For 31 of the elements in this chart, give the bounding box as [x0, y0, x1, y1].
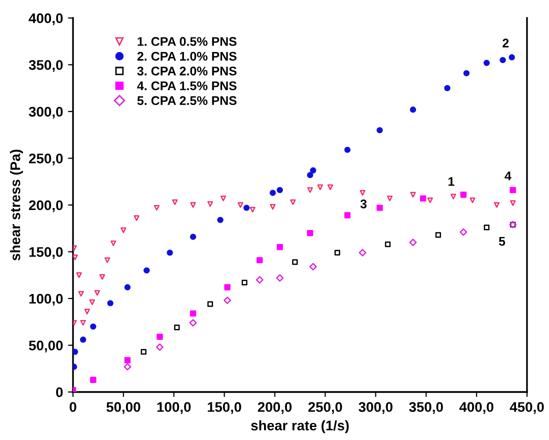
y-tick-label: 50,00 [28, 340, 63, 352]
annotation: 3 [360, 200, 367, 208]
x-tick-label: 100,0 [157, 402, 191, 414]
annotation: 5 [498, 237, 506, 246]
x-tick-label: 0 [70, 402, 76, 412]
x-tick-label: 350,0 [409, 402, 443, 414]
x-tick-label: 450,0 [510, 402, 544, 414]
y-tick-label: 250,0 [29, 154, 63, 166]
y-tick-label: 350,0 [28, 60, 63, 72]
y-tick-label: 400,0 [28, 13, 63, 26]
legend-label: 2. CPA 1.0% PNS [137, 52, 236, 61]
x-axis-title: shear rate (1/s) [251, 420, 349, 434]
y-tick-label: 300,0 [28, 106, 63, 119]
y-tick-label: 150,0 [29, 247, 63, 259]
annotation: 2 [502, 38, 509, 48]
x-tick-label: 150,0 [208, 402, 242, 414]
y-tick-label: 200,0 [29, 200, 63, 212]
x-tick-label: 300,0 [358, 402, 392, 414]
legend-label: 1. CPA 0.5% PNS [138, 37, 236, 46]
y-tick-label: 100,0 [29, 294, 63, 306]
y-tick-label: 0 [56, 387, 63, 398]
legend-label: 4. CPA 1.5% PNS [137, 81, 236, 90]
legend-label: 3. CPA 2.0% PNS [137, 66, 236, 76]
x-tick-label: 200,0 [258, 402, 292, 414]
annotation: 1 [448, 177, 454, 186]
y-axis-title: shear stress (Pa) [10, 150, 23, 260]
x-tick-label: 50,00 [106, 402, 140, 414]
legend-label: 5. CPA 2.5% PNS [137, 96, 236, 106]
annotation: 4 [504, 172, 512, 180]
x-tick-label: 400,0 [459, 402, 494, 414]
x-tick-label: 250,0 [308, 402, 342, 414]
